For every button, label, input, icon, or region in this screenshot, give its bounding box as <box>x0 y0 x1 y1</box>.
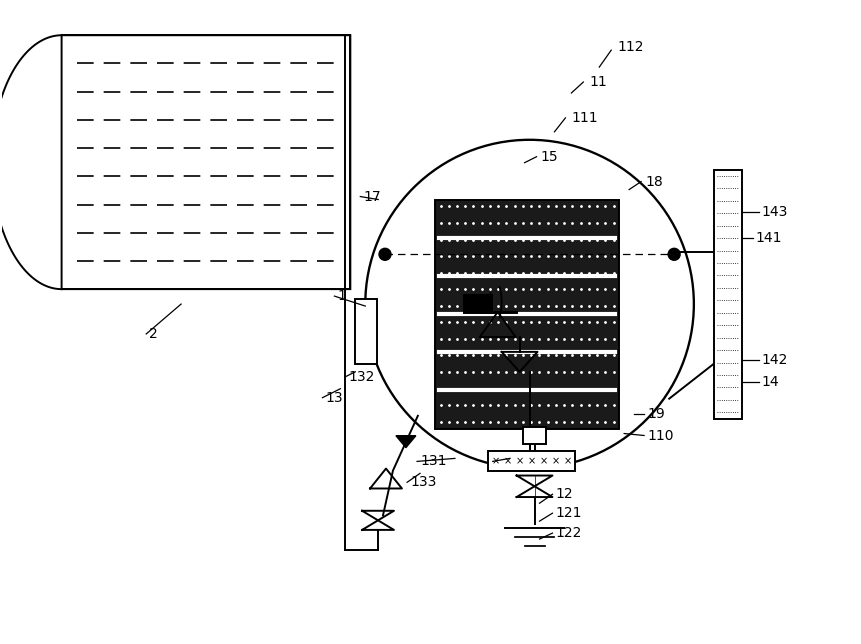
Text: 19: 19 <box>647 406 665 421</box>
FancyBboxPatch shape <box>62 35 350 289</box>
Bar <box>523 426 547 444</box>
Text: 110: 110 <box>647 428 673 442</box>
Text: 122: 122 <box>555 526 582 540</box>
Text: ×: × <box>563 457 572 466</box>
Text: 15: 15 <box>541 149 558 164</box>
Text: ×: × <box>504 457 511 466</box>
Text: 143: 143 <box>762 205 788 220</box>
Text: 132: 132 <box>349 370 375 384</box>
Circle shape <box>379 249 391 260</box>
Text: 2: 2 <box>149 327 158 341</box>
Polygon shape <box>396 436 416 448</box>
Text: ×: × <box>492 457 499 466</box>
Text: 11: 11 <box>589 75 607 89</box>
Bar <box>464 295 492 313</box>
Text: 13: 13 <box>325 391 343 404</box>
Text: ×: × <box>516 457 523 466</box>
Bar <box>714 169 741 419</box>
Text: 141: 141 <box>756 231 782 245</box>
Text: 121: 121 <box>555 506 582 520</box>
Text: 112: 112 <box>617 40 644 54</box>
Text: ×: × <box>540 457 548 466</box>
Text: 12: 12 <box>555 488 573 501</box>
Bar <box>435 200 619 428</box>
Bar <box>487 451 575 471</box>
Text: 17: 17 <box>363 189 381 204</box>
Text: 142: 142 <box>762 353 788 367</box>
Text: 16: 16 <box>496 455 513 468</box>
Text: 18: 18 <box>645 175 663 189</box>
Text: ×: × <box>551 457 560 466</box>
Text: 131: 131 <box>420 455 447 468</box>
Text: 1: 1 <box>338 289 346 303</box>
Circle shape <box>668 249 680 260</box>
Text: ×: × <box>528 457 536 466</box>
Bar <box>356 299 377 364</box>
Text: 111: 111 <box>572 111 598 125</box>
Text: 14: 14 <box>762 375 779 389</box>
Text: 133: 133 <box>410 475 437 489</box>
